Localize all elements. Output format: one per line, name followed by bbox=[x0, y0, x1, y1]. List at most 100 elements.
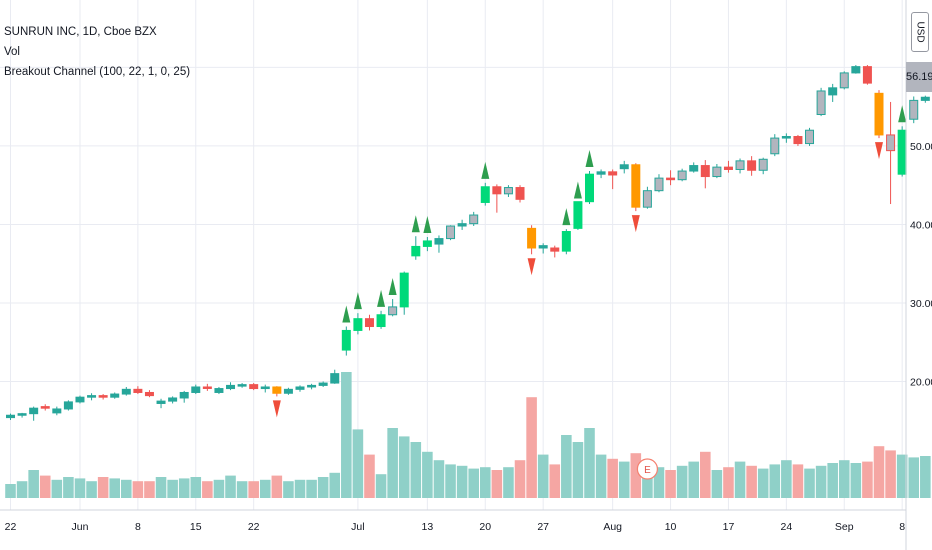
volume-bar bbox=[121, 479, 132, 498]
volume-bar bbox=[16, 481, 28, 498]
volume-bar bbox=[920, 456, 931, 498]
candle-body bbox=[492, 186, 502, 195]
candle-body bbox=[677, 170, 687, 181]
candle-body bbox=[249, 384, 259, 390]
volume-bar bbox=[387, 428, 398, 498]
candle-body bbox=[17, 413, 27, 416]
volume-bar bbox=[456, 465, 468, 498]
candle-body bbox=[839, 72, 849, 89]
candle-body bbox=[29, 407, 39, 415]
volume-bar bbox=[526, 397, 537, 498]
symbol-title[interactable]: SUNRUN INC, 1D, Cboe BZX bbox=[4, 26, 157, 38]
candle-body bbox=[457, 223, 467, 227]
candle-body bbox=[260, 386, 270, 390]
candle-body bbox=[191, 386, 201, 393]
candle-body bbox=[283, 388, 293, 394]
volume-bar bbox=[248, 481, 259, 498]
candle-body bbox=[793, 136, 803, 145]
volume-bar bbox=[86, 481, 97, 498]
candle-body bbox=[666, 177, 676, 181]
time-tick-label: 8 bbox=[899, 521, 905, 533]
candle-body bbox=[515, 187, 525, 200]
volume-histogram bbox=[5, 372, 931, 498]
volume-bar bbox=[213, 479, 225, 498]
volume-bar bbox=[595, 454, 607, 498]
time-tick-label: 27 bbox=[537, 521, 549, 533]
candle-body bbox=[480, 186, 490, 203]
volume-bar bbox=[514, 460, 526, 498]
volume-bar bbox=[422, 451, 433, 498]
candle-body bbox=[121, 388, 131, 395]
volume-bar bbox=[479, 467, 491, 498]
candle-body bbox=[816, 90, 826, 116]
candle-body bbox=[133, 388, 143, 393]
candle-body bbox=[434, 238, 444, 245]
volume-bar bbox=[259, 479, 271, 498]
candle-body bbox=[40, 406, 50, 409]
volume-bar bbox=[700, 451, 711, 498]
breakout-up-arrow bbox=[898, 105, 907, 123]
candle-body bbox=[828, 87, 838, 96]
breakout-down-arrow bbox=[875, 142, 883, 160]
volume-bar bbox=[97, 477, 109, 498]
volume-bar bbox=[653, 467, 665, 498]
volume-bar bbox=[375, 474, 387, 498]
candle-body bbox=[144, 391, 154, 397]
candle-body bbox=[631, 164, 641, 208]
volume-bar bbox=[167, 479, 178, 498]
candle-body bbox=[608, 171, 618, 176]
volume-bar bbox=[642, 463, 653, 498]
breakout-down-arrow bbox=[272, 400, 281, 418]
volume-bar bbox=[39, 475, 51, 498]
volume-bar bbox=[433, 460, 445, 498]
currency-button[interactable]: USD bbox=[911, 12, 929, 52]
volume-bar bbox=[294, 479, 306, 498]
volume-bar bbox=[225, 475, 236, 498]
candle-body bbox=[550, 247, 560, 252]
candle-body bbox=[723, 166, 733, 170]
time-tick-label: 24 bbox=[781, 521, 793, 533]
breakout-up-arrow bbox=[585, 150, 594, 168]
price-tick-label: 50.00 bbox=[910, 141, 932, 153]
volume-bar bbox=[132, 481, 144, 498]
candle-body bbox=[75, 396, 85, 403]
volume-bar bbox=[445, 464, 456, 498]
candle-body bbox=[712, 166, 722, 178]
volume-bar bbox=[804, 468, 815, 498]
volume-bar bbox=[618, 461, 630, 498]
candle-body bbox=[376, 314, 386, 328]
candle-body bbox=[202, 386, 212, 389]
breakout-channel-study-label[interactable]: Breakout Channel (100, 22, 1, 0, 25) bbox=[4, 66, 191, 78]
candle-body bbox=[226, 384, 236, 390]
volume-bar bbox=[838, 460, 850, 498]
volume-bar bbox=[607, 458, 618, 498]
volume-bar bbox=[676, 465, 688, 498]
candle-body bbox=[295, 386, 305, 390]
volume-bar bbox=[850, 463, 862, 498]
candle-body bbox=[237, 384, 247, 387]
volume-bar bbox=[329, 472, 341, 498]
candle-body bbox=[469, 214, 479, 225]
candle-body bbox=[851, 66, 861, 74]
volume-study-label[interactable]: Vol bbox=[4, 46, 20, 58]
time-axis[interactable]: 22 Jun 8 15 22 Jul 13 20 27 Aug 10 17 24 Sep 8 bbox=[0, 509, 906, 533]
volume-bar bbox=[503, 467, 514, 498]
candle-body bbox=[422, 240, 432, 247]
volume-bar bbox=[630, 453, 642, 498]
time-tick-label: 17 bbox=[723, 521, 735, 533]
earnings-marker-circle bbox=[636, 458, 659, 480]
time-tick-label: 13 bbox=[422, 521, 434, 533]
volume-bar bbox=[723, 467, 734, 498]
breakout-up-arrow bbox=[377, 289, 386, 307]
candle-body bbox=[6, 414, 15, 419]
volume-bar bbox=[781, 460, 792, 498]
earnings-marker-label: E bbox=[644, 465, 651, 476]
candle-body bbox=[318, 382, 328, 386]
volume-bar bbox=[757, 468, 769, 498]
volume-bar bbox=[317, 477, 329, 498]
earnings-marker[interactable]: E bbox=[636, 458, 659, 480]
volume-bar bbox=[109, 478, 121, 498]
volume-bar bbox=[572, 442, 584, 498]
candle-body bbox=[98, 395, 108, 398]
